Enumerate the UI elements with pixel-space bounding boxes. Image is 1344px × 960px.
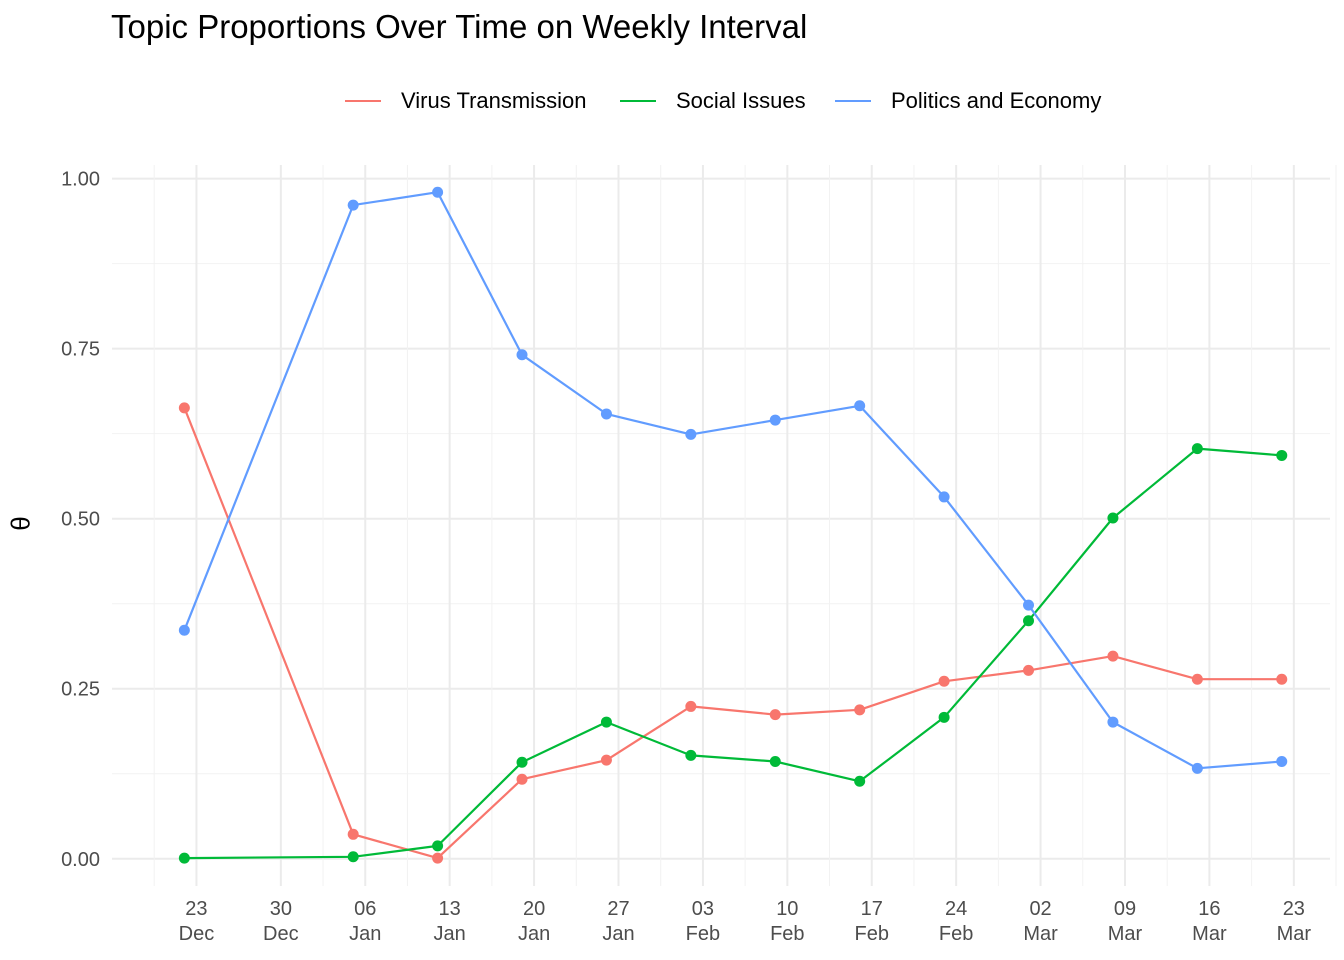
y-tick-label: 0.00 (61, 849, 100, 871)
data-point-politics-and-economy (1023, 599, 1035, 611)
data-point-virus-transmission (1023, 664, 1035, 676)
x-tick-label-day: 06 (354, 898, 376, 920)
data-point-politics-and-economy (1191, 762, 1203, 774)
data-point-virus-transmission (685, 700, 697, 712)
y-tick-label: 0.75 (61, 339, 100, 361)
data-point-social-issues (1023, 615, 1035, 627)
data-point-virus-transmission (1107, 650, 1119, 662)
x-tick-label-day: 02 (1029, 898, 1051, 920)
series-line-politics-and-economy (183, 191, 1282, 770)
legend-key-social-issues (620, 100, 656, 102)
legend-label-virus-transmission: Virus Transmission (401, 88, 587, 113)
data-point-social-issues (938, 711, 950, 723)
x-tick-label-month: Jan (602, 923, 634, 945)
x-tick-label-month: Mar (1108, 923, 1143, 945)
data-point-politics-and-economy (600, 408, 612, 420)
series-line-virus-transmission (183, 407, 1282, 860)
chart-title: Topic Proportions Over Time on Weekly In… (111, 8, 808, 45)
data-point-social-issues (516, 756, 528, 768)
x-tick-label-month: Jan (518, 923, 550, 945)
data-point-virus-transmission (178, 402, 190, 414)
x-tick-label-day: 10 (776, 898, 798, 920)
x-tick-label-month: Dec (263, 923, 299, 945)
data-point-politics-and-economy (1276, 756, 1288, 768)
data-point-virus-transmission (1191, 673, 1203, 685)
legend-item-politics-and-economy: Politics and Economy (835, 84, 1101, 118)
legend-key-politics-and-economy (835, 100, 871, 102)
x-tick-label-day: 09 (1114, 898, 1136, 920)
x-tick-label-month: Feb (855, 923, 889, 945)
data-point-virus-transmission (769, 709, 781, 721)
x-tick-label-month: Mar (1277, 923, 1312, 945)
x-tick-label-day: 16 (1198, 898, 1220, 920)
data-point-social-issues (769, 756, 781, 768)
data-point-politics-and-economy (178, 624, 190, 636)
x-tick-label-month: Mar (1192, 923, 1227, 945)
x-tick-label-day: 17 (861, 898, 883, 920)
x-tick-label-month: Jan (434, 923, 466, 945)
data-point-virus-transmission (516, 773, 528, 785)
data-point-social-issues (178, 852, 190, 864)
x-tick-label-month: Jan (349, 923, 381, 945)
y-tick-label: 0.25 (61, 679, 100, 701)
x-tick-label-day: 03 (692, 898, 714, 920)
x-tick-label-day: 24 (945, 898, 967, 920)
data-point-politics-and-economy (1107, 716, 1119, 728)
data-series (178, 186, 1288, 864)
grid-lines (112, 165, 1337, 886)
x-tick-label-day: 20 (523, 898, 545, 920)
data-point-virus-transmission (347, 828, 359, 840)
data-point-social-issues (1191, 443, 1203, 455)
legend-label-social-issues: Social Issues (676, 88, 806, 113)
axis-labels: 0.00 0.25 0.50 0.75 1.00 23 Dec 30 Dec 06 Jan 13 Jan… (61, 169, 1311, 945)
data-point-social-issues (685, 749, 697, 761)
data-point-politics-and-economy (854, 400, 866, 412)
data-point-virus-transmission (1276, 673, 1288, 685)
x-tick-label-month: Feb (939, 923, 973, 945)
y-tick-label: 1.00 (61, 169, 100, 191)
data-point-virus-transmission (432, 852, 444, 864)
legend-item-virus-transmission: Virus Transmission (345, 84, 586, 118)
x-tick-label-month: Mar (1023, 923, 1058, 945)
data-point-social-issues (432, 840, 444, 852)
data-point-virus-transmission (938, 675, 950, 687)
data-point-politics-and-economy (432, 186, 444, 198)
data-point-social-issues (1276, 449, 1288, 461)
legend-label-politics-and-economy: Politics and Economy (891, 88, 1102, 113)
data-point-politics-and-economy (769, 414, 781, 426)
legend: Virus Transmission Social Issues Politic… (0, 84, 1344, 118)
x-tick-label-day: 13 (439, 898, 461, 920)
x-tick-label-month: Dec (179, 923, 215, 945)
y-tick-label: 0.50 (61, 509, 100, 531)
x-tick-label-day: 30 (270, 898, 292, 920)
x-tick-label-day: 27 (607, 898, 629, 920)
data-point-politics-and-economy (347, 199, 359, 211)
x-tick-label-day: 23 (1283, 898, 1305, 920)
data-point-social-issues (1107, 512, 1119, 524)
data-point-social-issues (854, 775, 866, 787)
x-tick-label-month: Feb (770, 923, 804, 945)
data-point-politics-and-economy (516, 349, 528, 361)
data-point-virus-transmission (600, 754, 612, 766)
data-point-politics-and-economy (938, 491, 950, 503)
data-point-politics-and-economy (685, 428, 697, 440)
x-tick-label-month: Feb (686, 923, 720, 945)
legend-key-virus-transmission (345, 100, 381, 102)
data-point-social-issues (347, 851, 359, 863)
legend-item-social-issues: Social Issues (620, 84, 806, 118)
data-point-virus-transmission (854, 704, 866, 716)
x-tick-label-day: 23 (185, 898, 207, 920)
data-point-social-issues (600, 716, 612, 728)
